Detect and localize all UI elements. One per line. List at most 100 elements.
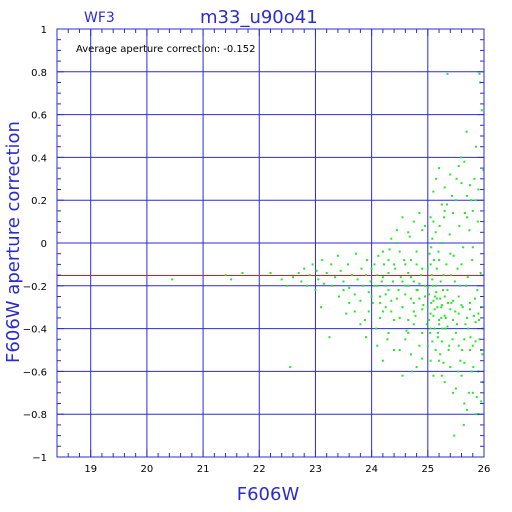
data-point: [354, 252, 357, 255]
data-point: [449, 366, 452, 369]
data-point: [384, 293, 387, 296]
data-point: [431, 340, 434, 343]
data-point: [457, 295, 460, 298]
data-point: [457, 312, 460, 315]
data-point: [339, 269, 342, 272]
panel-label: WF3: [84, 10, 115, 26]
data-point: [440, 340, 443, 343]
data-point: [454, 331, 457, 334]
data-point: [446, 289, 449, 292]
data-point: [475, 396, 478, 399]
data-point: [390, 299, 393, 302]
data-point: [434, 295, 437, 298]
data-point: [456, 323, 458, 326]
data-point: [466, 408, 469, 411]
data-point: [347, 263, 349, 266]
data-point: [375, 327, 378, 330]
data-point: [425, 323, 428, 326]
data-point: [463, 338, 466, 341]
data-point: [462, 423, 465, 426]
data-point: [230, 278, 233, 281]
data-point: [435, 284, 438, 287]
data-point: [452, 254, 455, 257]
data-point: [420, 274, 423, 277]
data-point: [412, 323, 415, 326]
x-tick-label: 24: [365, 464, 378, 475]
data-point: [422, 304, 425, 307]
data-point: [472, 314, 475, 317]
data-point: [426, 267, 429, 270]
data-point: [414, 314, 417, 317]
data-point: [467, 327, 470, 330]
data-point: [398, 250, 401, 253]
y-tick-label: 0.2: [31, 196, 47, 207]
data-point: [471, 391, 474, 394]
data-point: [454, 387, 457, 390]
average-correction-annotation: Average aperture correction: -0.152: [76, 44, 256, 55]
data-point: [384, 306, 387, 309]
data-point: [482, 169, 485, 172]
data-point: [286, 284, 289, 287]
data-point: [334, 276, 337, 279]
data-point: [433, 259, 435, 262]
data-point: [421, 331, 424, 334]
data-point: [451, 194, 453, 197]
data-point: [446, 325, 449, 328]
data-point: [407, 272, 410, 274]
data-point: [314, 289, 317, 292]
data-point: [348, 286, 351, 289]
data-point: [407, 284, 410, 287]
data-point: [280, 278, 283, 281]
data-point: [456, 267, 459, 270]
data-point: [393, 349, 396, 351]
data-point: [401, 216, 404, 219]
data-point: [336, 254, 339, 257]
data-point: [388, 248, 391, 251]
data-point: [476, 289, 479, 292]
y-tick-label: −0.6: [23, 367, 47, 378]
data-point: [390, 310, 393, 313]
data-point: [433, 308, 436, 311]
data-point: [379, 295, 382, 298]
data-point: [303, 267, 306, 270]
data-point: [448, 233, 451, 236]
data-point: [407, 231, 410, 234]
data-point: [387, 259, 390, 262]
data-point: [452, 212, 455, 214]
data-point: [432, 314, 435, 317]
data-point: [440, 306, 443, 309]
data-point: [429, 312, 432, 315]
data-point: [394, 267, 397, 270]
data-point: [463, 212, 466, 214]
data-point: [384, 284, 387, 287]
y-tick-label: 0: [41, 239, 47, 250]
data-point: [477, 188, 480, 191]
data-point: [407, 319, 410, 321]
y-tick-label: −1: [32, 453, 47, 464]
data-point: [381, 310, 384, 313]
data-point: [435, 267, 438, 270]
data-point: [436, 306, 439, 309]
data-point: [412, 301, 415, 304]
data-point: [443, 186, 446, 189]
data-point: [431, 278, 434, 281]
data-point: [412, 220, 415, 223]
data-point: [328, 336, 331, 339]
data-point: [443, 381, 446, 384]
data-point: [370, 295, 373, 298]
data-point: [418, 282, 421, 285]
data-point: [380, 280, 383, 283]
data-point: [410, 297, 412, 300]
data-point: [453, 280, 456, 283]
data-point: [416, 289, 419, 292]
data-point: [479, 272, 482, 274]
data-point: [463, 160, 466, 163]
data-point: [442, 361, 445, 364]
data-point: [474, 413, 477, 416]
data-point: [359, 299, 362, 302]
x-tick-label: 19: [84, 464, 97, 475]
data-point: [441, 327, 444, 330]
data-point: [449, 173, 452, 176]
data-point: [474, 199, 477, 202]
data-points: [171, 72, 485, 437]
